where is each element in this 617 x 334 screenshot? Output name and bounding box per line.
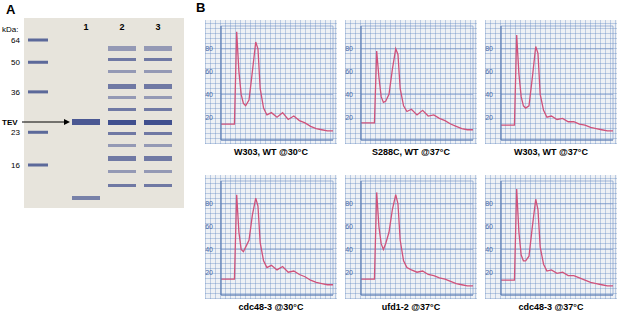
svg-text:2: 2 (119, 22, 124, 32)
html-text:S288C, WT @37°C: S288C, WT @37°C (372, 147, 450, 157)
svg-text:40: 40 (345, 91, 353, 98)
html-text:W303, WT @37°C: W303, WT @37°C (514, 147, 588, 157)
svg-text:80: 80 (485, 200, 493, 207)
svg-text:80: 80 (485, 45, 493, 52)
svg-text:80: 80 (345, 45, 353, 52)
svg-text:50: 50 (11, 58, 20, 67)
svg-text:20: 20 (485, 269, 493, 276)
svg-text:1: 1 (83, 22, 88, 32)
svg-text:3: 3 (155, 22, 160, 32)
svg-text:TEV: TEV (2, 118, 18, 127)
svg-text:60: 60 (205, 223, 213, 230)
svg-text:80: 80 (205, 200, 213, 207)
svg-text:23: 23 (11, 128, 20, 137)
svg-text:20: 20 (205, 269, 213, 276)
html-text:ufd1-2 @37°C: ufd1-2 @37°C (381, 302, 441, 312)
svg-text:60: 60 (485, 223, 493, 230)
html-text:B: B (196, 0, 206, 15)
svg-text:20: 20 (485, 114, 493, 121)
svg-text:60: 60 (345, 68, 353, 75)
svg-text:40: 40 (485, 91, 493, 98)
svg-text:64: 64 (11, 36, 20, 45)
html-text:W303, WT @30°C: W303, WT @30°C (234, 147, 308, 157)
svg-text:80: 80 (205, 45, 213, 52)
svg-text:20: 20 (345, 114, 353, 121)
svg-text:40: 40 (345, 246, 353, 253)
html-text:cdc48-3 @37°C: cdc48-3 @37°C (518, 302, 584, 312)
svg-text:kDa:: kDa: (2, 25, 18, 34)
svg-text:60: 60 (345, 223, 353, 230)
svg-text:40: 40 (205, 246, 213, 253)
svg-text:20: 20 (345, 269, 353, 276)
svg-text:36: 36 (11, 88, 20, 97)
svg-text:20: 20 (205, 114, 213, 121)
svg-text:80: 80 (345, 200, 353, 207)
svg-text:40: 40 (205, 91, 213, 98)
svg-text:60: 60 (205, 68, 213, 75)
svg-text:16: 16 (11, 161, 20, 170)
svg-text:60: 60 (485, 68, 493, 75)
svg-text:40: 40 (485, 246, 493, 253)
html-text:cdc48-3 @30°C: cdc48-3 @30°C (238, 302, 304, 312)
svg-text:A: A (6, 2, 16, 17)
